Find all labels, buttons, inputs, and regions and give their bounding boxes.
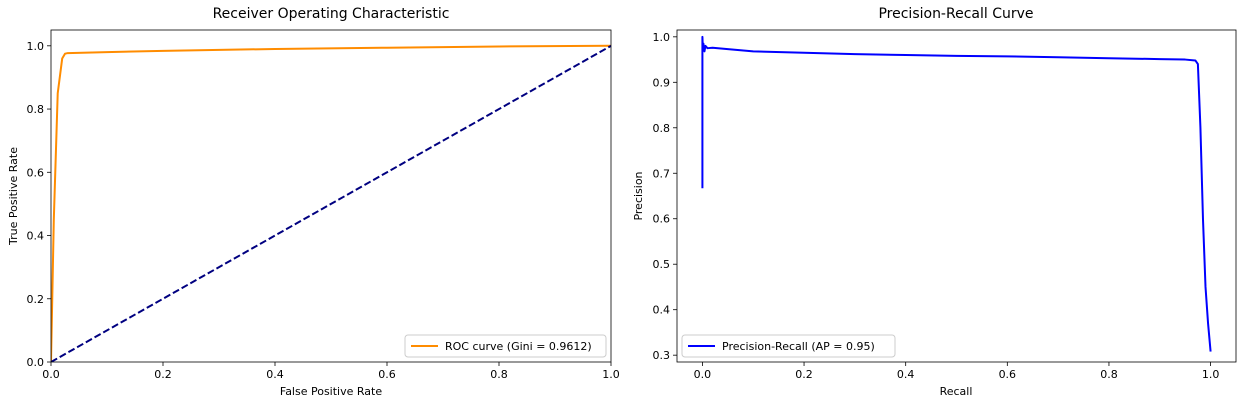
pr-x-ticks: 0.0 0.2 0.4 0.6 0.8 1.0 — [694, 362, 1220, 381]
roc-axes-frame — [50, 29, 612, 363]
roc-x-axis-label: False Positive Rate — [280, 385, 382, 398]
pr-y-tick-label: 1.0 — [653, 31, 671, 44]
pr-chart: Precision-Recall Curve 0.0 0.2 0.4 0.6 0.8 1.… — [632, 6, 1237, 398]
pr-y-ticks: 0.3 0.4 0.5 0.6 0.7 0.8 0.9 1.0 — [653, 31, 677, 362]
pr-x-tick-label: 1.0 — [1202, 368, 1220, 381]
pr-y-tick-label: 0.7 — [653, 167, 671, 180]
roc-y-tick-label: 0.4 — [27, 230, 45, 243]
pr-y-tick-label: 0.9 — [653, 76, 671, 89]
roc-x-tick-label: 0.8 — [490, 368, 508, 381]
pr-plot-area — [701, 35, 1212, 352]
roc-x-tick-label: 0.6 — [378, 368, 396, 381]
pr-x-tick-label: 0.6 — [999, 368, 1017, 381]
roc-y-ticks: 0.0 0.2 0.4 0.6 0.8 1.0 — [27, 40, 51, 369]
roc-x-tick-label: 0.2 — [154, 368, 172, 381]
pr-x-axis-label: Recall — [940, 385, 973, 398]
pr-y-tick-label: 0.6 — [653, 213, 671, 226]
roc-x-ticks: 0.0 0.2 0.4 0.6 0.8 1.0 — [42, 362, 620, 381]
roc-x-tick-label: 0.0 — [42, 368, 60, 381]
roc-y-tick-label: 1.0 — [27, 40, 45, 53]
roc-series-line-0 — [51, 44, 611, 362]
pr-axes-frame — [676, 29, 1237, 363]
roc-legend-box — [404, 334, 607, 358]
roc-legend: ROC curve (Gini = 0.9612) — [404, 334, 607, 358]
pr-legend-box — [681, 334, 896, 358]
roc-x-tick-label: 1.0 — [602, 368, 620, 381]
roc-y-tick-label: 0.8 — [27, 103, 45, 116]
roc-y-axis-label: True Positive Rate — [7, 147, 20, 246]
roc-series-line-1 — [51, 44, 611, 362]
pr-y-tick-label: 0.5 — [653, 258, 671, 271]
roc-chart-title: Receiver Operating Characteristic — [213, 6, 450, 22]
roc-chart: Receiver Operating Characteristic 0.0 0.2… — [7, 6, 620, 398]
pr-legend: Precision-Recall (AP = 0.95) — [681, 334, 896, 358]
pr-x-tick-label: 0.2 — [795, 368, 813, 381]
roc-plot-area — [51, 44, 611, 362]
roc-y-tick-label: 0.2 — [27, 293, 45, 306]
pr-x-tick-label: 0.8 — [1100, 368, 1118, 381]
pr-legend-label: Precision-Recall (AP = 0.95) — [722, 340, 875, 353]
pr-x-tick-label: 0.0 — [694, 368, 712, 381]
pr-series-line-0 — [701, 35, 1212, 352]
roc-x-tick-label: 0.4 — [266, 368, 284, 381]
roc-legend-label: ROC curve (Gini = 0.9612) — [445, 340, 592, 353]
pr-chart-title: Precision-Recall Curve — [878, 6, 1033, 22]
roc-y-tick-label: 0.6 — [27, 166, 45, 179]
pr-x-tick-label: 0.4 — [897, 368, 915, 381]
roc-y-tick-label: 0.0 — [27, 356, 45, 369]
pr-y-tick-label: 0.8 — [653, 122, 671, 135]
pr-y-tick-label: 0.4 — [653, 304, 671, 317]
pr-y-axis-label: Precision — [632, 171, 645, 220]
pr-y-tick-label: 0.3 — [653, 349, 671, 362]
